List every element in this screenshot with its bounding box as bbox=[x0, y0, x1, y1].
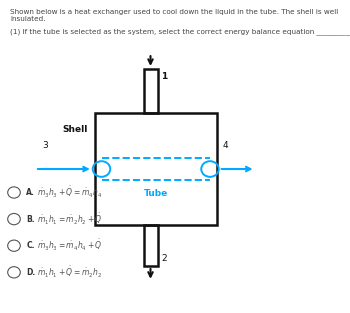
Text: A.: A. bbox=[26, 188, 35, 197]
Text: B.: B. bbox=[26, 215, 35, 223]
Text: Tube: Tube bbox=[144, 189, 168, 198]
Text: (1) If the tube is selected as the system, select the correct energy balance equ: (1) If the tube is selected as the syste… bbox=[10, 28, 350, 35]
Text: 4: 4 bbox=[222, 141, 228, 150]
Text: 3: 3 bbox=[42, 141, 48, 150]
Text: $\dot{m}_1h_1=\dot{m}_2h_2+\dot{Q}$: $\dot{m}_1h_1=\dot{m}_2h_2+\dot{Q}$ bbox=[37, 212, 103, 227]
Text: $\dot{m}_1h_1+\dot{Q}=\dot{m}_2h_2$: $\dot{m}_1h_1+\dot{Q}=\dot{m}_2h_2$ bbox=[37, 265, 102, 280]
Bar bbox=[144, 225, 158, 266]
Bar bbox=[94, 113, 217, 225]
Text: Shown below is a heat exchanger used to cool down the liquid in the tube. The sh: Shown below is a heat exchanger used to … bbox=[10, 9, 339, 23]
Text: $\dot{m}_3h_3=\dot{m}_4h_4+\dot{Q}$: $\dot{m}_3h_3=\dot{m}_4h_4+\dot{Q}$ bbox=[37, 238, 103, 253]
Text: C.: C. bbox=[26, 241, 35, 250]
Text: D.: D. bbox=[26, 268, 35, 277]
Text: Shell: Shell bbox=[62, 125, 88, 134]
Text: 2: 2 bbox=[161, 254, 167, 263]
Text: 1: 1 bbox=[161, 72, 167, 81]
Text: $\dot{m}_3h_3+\dot{Q}=\dot{m}_4h_4$: $\dot{m}_3h_3+\dot{Q}=\dot{m}_4h_4$ bbox=[37, 185, 102, 200]
Bar bbox=[144, 69, 158, 113]
